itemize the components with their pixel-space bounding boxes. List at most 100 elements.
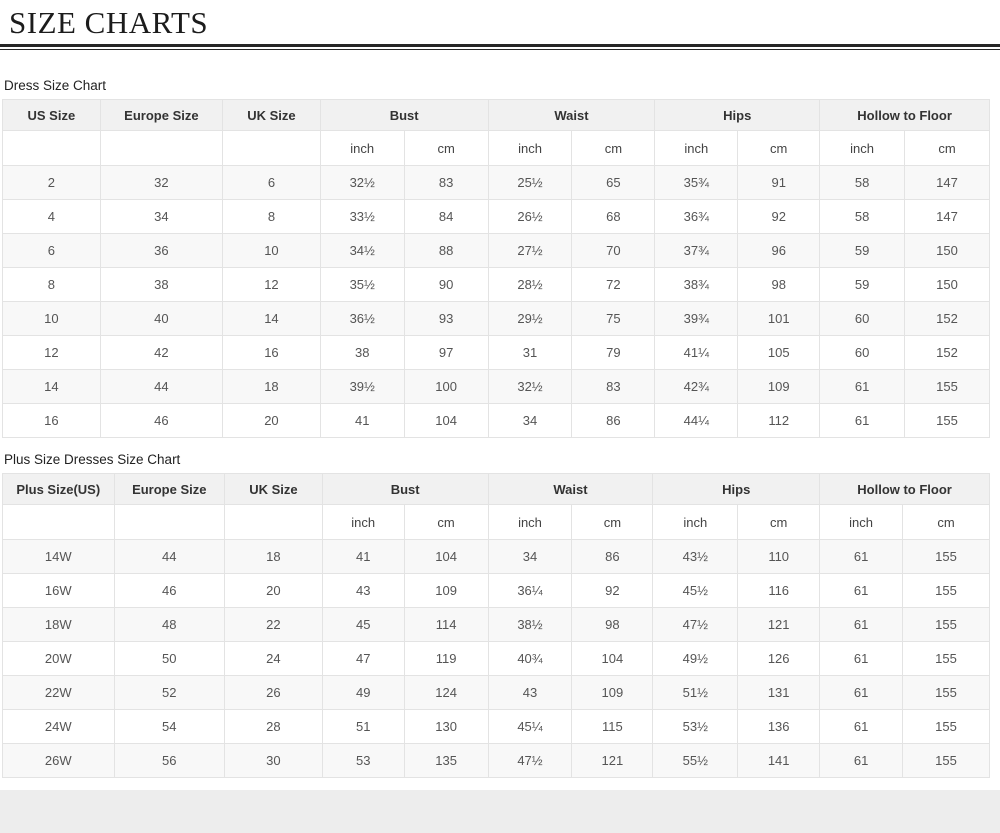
group-header-cell: Hollow to Floor [819, 473, 990, 506]
value-cell: 37¾ [654, 233, 739, 269]
unit-header-cell: cm [403, 130, 489, 167]
value-cell: 155 [902, 709, 990, 745]
value-cell: 104 [403, 539, 489, 575]
value-cell: 20 [222, 403, 321, 439]
header-row: US Size Europe Size UK Size Bust Waist Hips Ho… [2, 99, 990, 132]
unit-header-cell: cm [737, 130, 821, 167]
unit-header-cell: cm [403, 504, 489, 541]
value-cell: 112 [737, 403, 821, 439]
value-cell: 48 [113, 607, 226, 643]
column-header-cell: Europe Size [99, 99, 224, 132]
value-cell: 98 [737, 267, 821, 303]
value-cell: 61 [819, 607, 904, 643]
value-cell: 115 [571, 709, 654, 745]
size-cell: 26W [2, 743, 115, 779]
value-cell: 109 [571, 675, 654, 711]
value-cell: 51½ [652, 675, 739, 711]
value-cell: 30 [224, 743, 323, 779]
size-cell: 22W [2, 675, 115, 711]
value-cell: 18 [222, 369, 321, 405]
value-cell: 75 [571, 301, 656, 337]
value-cell: 25½ [487, 165, 573, 201]
value-cell: 53 [321, 743, 405, 779]
value-cell: 32 [99, 165, 224, 201]
value-cell: 96 [737, 233, 821, 269]
value-cell: 38 [319, 335, 405, 371]
value-cell: 130 [403, 709, 489, 745]
value-cell: 34½ [319, 233, 405, 269]
value-cell: 46 [113, 573, 226, 609]
footer-band [0, 790, 1000, 833]
value-cell: 32½ [487, 369, 573, 405]
value-cell: 26 [224, 675, 323, 711]
unit-header-cell: inch [321, 504, 405, 541]
value-cell: 91 [737, 165, 821, 201]
value-cell: 55½ [652, 743, 739, 779]
column-header-cell: UK Size [222, 99, 321, 132]
value-cell: 44¼ [654, 403, 739, 439]
value-cell: 26½ [487, 199, 573, 235]
value-cell: 10 [222, 233, 321, 269]
table-row: 8 38 12 35½ 90 28½ 72 38¾ 98 59 150 [2, 267, 990, 303]
table-row: 14 44 18 39½ 100 32½ 83 42¾ 109 61 155 [2, 369, 990, 405]
value-cell: 47½ [652, 607, 739, 643]
unit-header-cell: cm [571, 504, 654, 541]
value-cell: 114 [403, 607, 489, 643]
size-cell: 8 [2, 267, 101, 303]
table-row: 14W 44 18 41 104 34 86 43½ 110 61 155 [2, 539, 990, 575]
value-cell: 86 [571, 403, 656, 439]
value-cell: 39½ [319, 369, 405, 405]
group-header-cell: Hips [652, 473, 821, 506]
value-cell: 155 [904, 403, 990, 439]
value-cell: 61 [819, 573, 904, 609]
unit-row: inch cm inch cm inch cm inch cm [2, 504, 990, 541]
value-cell: 97 [403, 335, 489, 371]
value-cell: 61 [819, 709, 904, 745]
value-cell: 42 [99, 335, 224, 371]
value-cell: 52 [113, 675, 226, 711]
column-header-cell: UK Size [224, 473, 323, 506]
value-cell: 59 [819, 233, 906, 269]
value-cell: 28½ [487, 267, 573, 303]
value-cell: 36½ [319, 301, 405, 337]
value-cell: 44 [113, 539, 226, 575]
size-cell: 12 [2, 335, 101, 371]
value-cell: 38 [99, 267, 224, 303]
column-header-cell: Europe Size [113, 473, 226, 506]
group-header-cell: Waist [487, 473, 654, 506]
value-cell: 109 [403, 573, 489, 609]
unit-header-cell: inch [487, 504, 573, 541]
column-header-cell: Plus Size(US) [2, 473, 115, 506]
unit-header-cell: inch [819, 130, 906, 167]
value-cell: 155 [902, 607, 990, 643]
value-cell: 119 [403, 641, 489, 677]
table-row: 20W 50 24 47 119 40¾ 104 49½ 126 61 155 [2, 641, 990, 677]
group-header-cell: Hollow to Floor [819, 99, 990, 132]
size-cell: 6 [2, 233, 101, 269]
value-cell: 131 [737, 675, 821, 711]
size-cell: 14 [2, 369, 101, 405]
empty-cell [99, 130, 224, 167]
size-cell: 16 [2, 403, 101, 439]
value-cell: 124 [403, 675, 489, 711]
value-cell: 58 [819, 165, 906, 201]
value-cell: 31 [487, 335, 573, 371]
value-cell: 105 [737, 335, 821, 371]
value-cell: 61 [819, 369, 906, 405]
value-cell: 43 [321, 573, 405, 609]
value-cell: 27½ [487, 233, 573, 269]
value-cell: 83 [403, 165, 489, 201]
unit-header-cell: inch [652, 504, 739, 541]
column-header-cell: US Size [2, 99, 101, 132]
value-cell: 60 [819, 301, 906, 337]
value-cell: 147 [904, 165, 990, 201]
value-cell: 121 [737, 607, 821, 643]
unit-header-cell: inch [487, 130, 573, 167]
empty-cell [2, 130, 101, 167]
value-cell: 152 [904, 335, 990, 371]
value-cell: 155 [902, 539, 990, 575]
value-cell: 45½ [652, 573, 739, 609]
table-row: 6 36 10 34½ 88 27½ 70 37¾ 96 59 150 [2, 233, 990, 269]
value-cell: 34 [99, 199, 224, 235]
value-cell: 88 [403, 233, 489, 269]
